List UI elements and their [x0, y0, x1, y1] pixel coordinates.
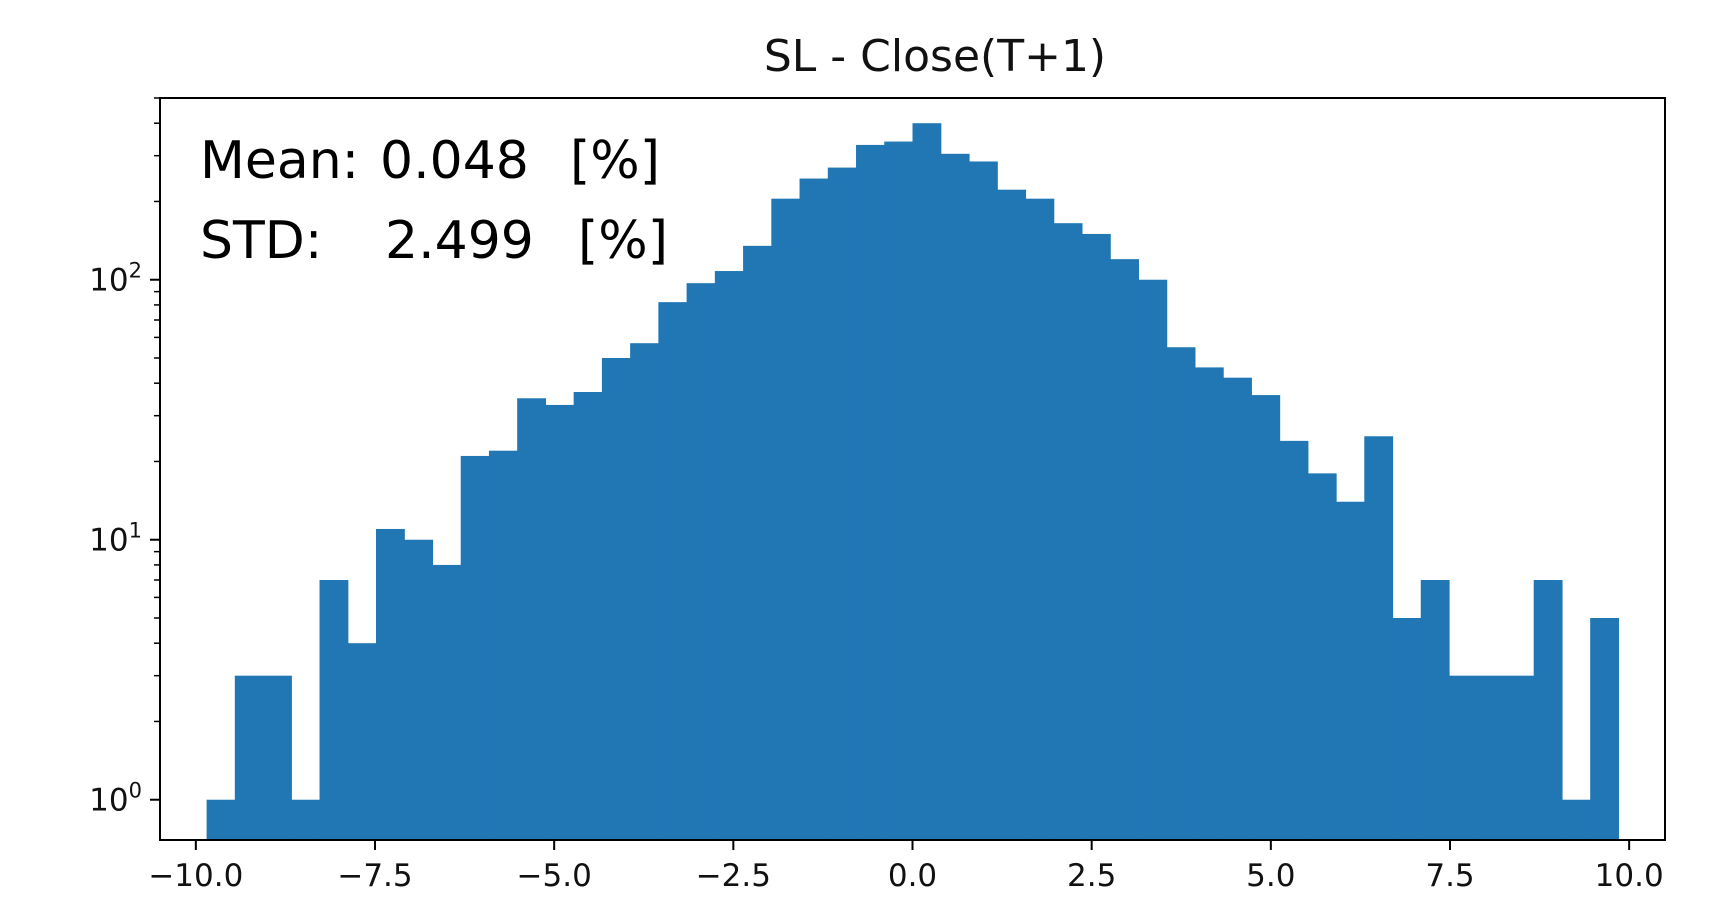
- histogram-bar: [460, 455, 490, 840]
- histogram-bar: [1081, 233, 1111, 840]
- mean-label: Mean:: [200, 131, 359, 191]
- histogram-bar: [206, 799, 236, 840]
- y-tick-label: 102: [89, 259, 142, 299]
- x-tick-label: 5.0: [1246, 858, 1295, 894]
- histogram-bar: [827, 167, 857, 840]
- x-tick-label: −10.0: [148, 858, 243, 894]
- histogram-bar: [743, 245, 772, 841]
- histogram-bar: [1307, 473, 1337, 840]
- histogram-bar: [856, 144, 885, 841]
- histogram-bar: [573, 392, 603, 840]
- histogram-bar: [488, 450, 518, 840]
- histogram-bar: [432, 564, 462, 840]
- histogram-bar: [940, 153, 970, 840]
- histogram-bar: [686, 283, 716, 840]
- histogram-bar: [1477, 675, 1507, 840]
- x-tick-label: 7.5: [1425, 858, 1474, 894]
- histogram-bar: [291, 799, 321, 840]
- histogram-bar: [968, 161, 998, 841]
- histogram-bar: [912, 123, 942, 840]
- x-tick-label: −5.0: [517, 858, 592, 894]
- histogram-bar: [1561, 799, 1591, 840]
- histogram-bar: [771, 198, 801, 840]
- mean-unit: [%]: [570, 131, 660, 191]
- histogram-bar: [1251, 395, 1281, 840]
- x-tick-label: −2.5: [696, 858, 771, 894]
- histogram-bar: [1449, 675, 1478, 840]
- x-tick-label: −7.5: [337, 858, 412, 894]
- stats-annotation: Mean: 0.048 [%] STD: 2.499 [%]: [200, 131, 668, 271]
- std-label: STD:: [200, 211, 322, 271]
- histogram-bar: [347, 643, 377, 840]
- histogram-bar: [1590, 618, 1620, 840]
- histogram-bar: [630, 343, 659, 840]
- x-axis: −10.0 −7.5 −5.0 −2.5 0.0 2.5 5.0 7.5 10.0: [148, 840, 1664, 894]
- y-tick-label: 101: [89, 519, 142, 559]
- histogram-bar: [404, 539, 434, 840]
- y-tick-label: 100: [89, 779, 142, 819]
- histogram-bar: [517, 398, 547, 840]
- histogram-bar: [1025, 198, 1055, 840]
- x-tick-label: 10.0: [1595, 858, 1664, 894]
- x-tick-label: 2.5: [1067, 858, 1116, 894]
- histogram-bar: [1166, 347, 1196, 840]
- histogram-bar: [545, 404, 575, 840]
- histogram-bar: [714, 271, 744, 840]
- histogram-bar: [1194, 367, 1224, 840]
- histogram-bar: [658, 302, 688, 840]
- histogram-bar: [1223, 377, 1252, 840]
- y-axis: 100 101 102: [89, 97, 160, 819]
- std-unit: [%]: [578, 211, 668, 271]
- histogram-bar: [997, 189, 1027, 840]
- histogram-bar: [1364, 436, 1394, 840]
- histogram-bar: [1420, 580, 1450, 840]
- histogram-bar: [1110, 259, 1139, 840]
- histogram-bar: [601, 358, 631, 840]
- mean-value: 0.048: [380, 131, 529, 191]
- histogram-bar: [263, 675, 292, 840]
- histogram-bar: [1336, 501, 1365, 840]
- histogram-bar: [376, 528, 405, 840]
- std-value: 2.499: [385, 211, 534, 271]
- histogram-bar: [234, 675, 264, 840]
- histogram-bar: [1279, 440, 1309, 840]
- histogram-bar: [319, 580, 349, 840]
- histogram-bar: [1392, 618, 1422, 840]
- histogram-bar: [1138, 279, 1168, 841]
- histogram-bar: [1053, 223, 1083, 840]
- histogram-bar: [799, 178, 829, 841]
- x-tick-label: 0.0: [888, 858, 937, 894]
- histogram-bar: [1505, 675, 1535, 840]
- chart-title: SL - Close(T+1): [764, 31, 1106, 82]
- histogram-bar: [884, 141, 914, 841]
- bars-layer: [206, 123, 1620, 841]
- histogram-bar: [1533, 580, 1563, 840]
